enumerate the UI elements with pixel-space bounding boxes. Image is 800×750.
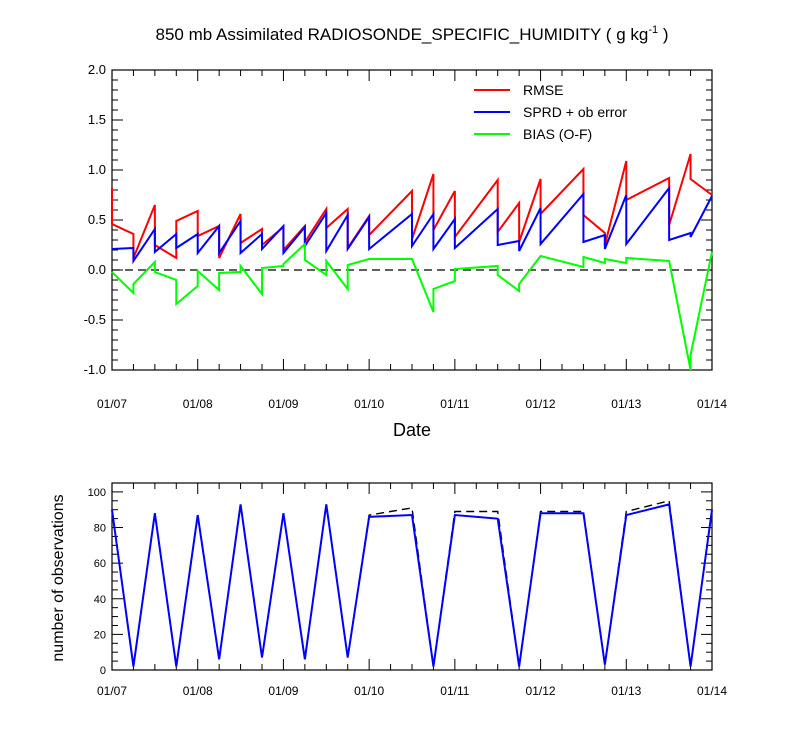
- x-tick-label: 01/12: [526, 397, 556, 411]
- series-line-series-0: [111, 499, 713, 667]
- x-tick-label: 01/07: [97, 397, 127, 411]
- y-axis-label: number of observations: [50, 494, 67, 661]
- x-tick-label: 01/13: [611, 397, 641, 411]
- y-tick-label: 40: [94, 594, 106, 606]
- legend-label: RMSE: [523, 82, 563, 98]
- x-tick-label: 01/10: [354, 684, 384, 698]
- y-tick-label: 2.0: [88, 62, 106, 77]
- chart-title-main: 850 mb Assimilated RADIOSONDE_SPECIFIC_H…: [156, 25, 649, 44]
- x-tick-label: 01/12: [526, 684, 556, 698]
- y-tick-label: 1.0: [88, 162, 106, 177]
- y-tick-label: 20: [94, 629, 106, 641]
- x-tick-label: 01/09: [268, 397, 298, 411]
- y-tick-label: -1.0: [84, 362, 106, 377]
- y-tick-label: 100: [88, 487, 106, 499]
- x-tick-label: 01/08: [183, 684, 213, 698]
- series-line-bias-o-f-: [111, 241, 713, 371]
- x-tick-label: 01/14: [697, 397, 727, 411]
- chart-title-tail: ): [658, 25, 668, 44]
- legend: RMSE SPRD + ob error BIAS (O-F): [474, 82, 627, 142]
- y-tick-label: 80: [94, 523, 106, 535]
- x-tick-label: 01/08: [183, 397, 213, 411]
- x-tick-label: 01/11: [440, 397, 469, 411]
- legend-label: BIAS (O-F): [523, 126, 592, 142]
- legend-label: SPRD + ob error: [523, 104, 627, 120]
- bottom-chart: number of observations 0 20 40 60 80 100 01/07…: [50, 482, 727, 698]
- series-line-series-1: [111, 503, 713, 667]
- chart-title-superscript: -1: [648, 24, 658, 36]
- x-tick-label: 01/11: [440, 684, 469, 698]
- x-tick-label: 01/10: [354, 397, 384, 411]
- x-tick-label: 01/07: [97, 684, 127, 698]
- tick-marks: [111, 69, 713, 371]
- y-tick-label: 60: [94, 558, 106, 570]
- y-tick-label: 1.5: [88, 112, 106, 127]
- chart-title: 850 mb Assimilated RADIOSONDE_SPECIFIC_H…: [156, 24, 669, 44]
- x-axis-label: Date: [393, 420, 431, 440]
- x-tick-label: 01/14: [697, 684, 727, 698]
- top-chart: 850 mb Assimilated RADIOSONDE_SPECIFIC_H…: [84, 24, 728, 440]
- y-tick-label: 0.5: [88, 212, 106, 227]
- y-tick-label: 0.0: [88, 262, 106, 277]
- y-tick-label: -0.5: [84, 312, 106, 327]
- y-tick-label: 0: [100, 665, 106, 677]
- x-tick-label: 01/13: [611, 684, 641, 698]
- series-line-sprd-ob-error: [111, 185, 713, 265]
- x-tick-label: 01/09: [268, 684, 298, 698]
